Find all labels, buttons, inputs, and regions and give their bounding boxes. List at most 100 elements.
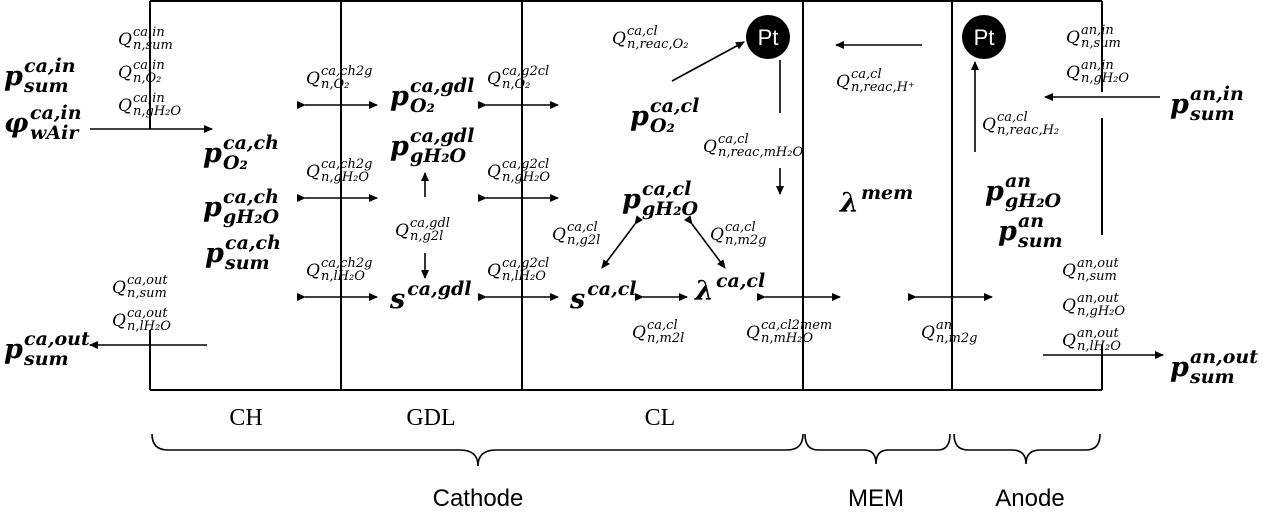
cl-m2g-arrow xyxy=(684,215,726,269)
q-gh2o-an-in-sub: n,gH₂O xyxy=(1081,71,1129,86)
p-o2-ca-ch-base: p xyxy=(203,138,222,169)
p-o2-ca-cl-base: p xyxy=(630,101,649,132)
q-m2g-an-sub: n,m2g xyxy=(936,331,977,346)
q-m2l-cl-sup: ca,cl xyxy=(647,318,678,333)
group-label-anode: Anode xyxy=(995,485,1064,512)
q-gh2o-g2cl-sub: n,gH₂O xyxy=(502,170,550,185)
q-reac-h2-base: Q xyxy=(982,115,996,135)
q-reac-h2-sup: ca,cl xyxy=(997,110,1028,125)
region-label-gdl: GDL xyxy=(406,405,455,431)
lambda-ca-cl-base: λ xyxy=(694,276,714,307)
q-lh2o-an-out-sub: n,lH₂O xyxy=(1077,339,1121,354)
cathode-brace xyxy=(151,433,804,467)
q-sum-an-out-sup: an,out xyxy=(1077,256,1119,271)
p-sum-ca-out-base: p xyxy=(4,334,23,365)
q-o2-g2cl-sup: ca,g2cl xyxy=(502,64,549,79)
q-g2l-gdl-sup: ca,gdl xyxy=(410,216,450,231)
q-reac-o2-sup: ca,cl xyxy=(627,24,658,39)
p-gh2o-ca-gdl-sup: ca,gdl xyxy=(410,125,474,147)
q-reac-o2-base: Q xyxy=(612,29,626,49)
q-lh2o-an-out-sup: an,out xyxy=(1077,326,1119,341)
p-gh2o-ca-ch-sup: ca,ch xyxy=(223,186,279,208)
q-lh2o-ch2g-sub: n,lH₂O xyxy=(321,269,365,284)
q-m2g-an-base: Q xyxy=(921,323,935,343)
anode-pt-label: Pt xyxy=(974,25,995,50)
group-label-mem: MEM xyxy=(848,485,904,512)
cathode-pt-circle xyxy=(746,15,790,59)
q-gh2o-ca-in-sup: ca,in xyxy=(133,91,165,106)
anode-brace xyxy=(953,433,1101,465)
phi-wair-ca-in-sub: wAir xyxy=(30,122,80,144)
q-gh2o-an-out-sup: an,out xyxy=(1077,291,1119,306)
q-m2g-cl-sub: n,m2g xyxy=(725,233,766,248)
q-lh2o-g2cl-sup: ca,g2cl xyxy=(502,256,549,271)
q-sum-an-in-sup: an,in xyxy=(1081,23,1114,38)
q-gh2o-an-in-sup: an,in xyxy=(1081,58,1114,73)
q-reac-mh2o-base: Q xyxy=(703,137,717,157)
q-cl2mem-sub: n,mH₂O xyxy=(761,331,813,346)
q-gh2o-ca-in-base: Q xyxy=(118,96,132,116)
q-reac-h2-sub: n,reac,H₂ xyxy=(997,123,1059,138)
p-gh2o-ca-gdl-base: p xyxy=(390,131,409,162)
q-gh2o-g2cl-sup: ca,g2cl xyxy=(502,157,549,172)
q-gh2o-g2cl-base: Q xyxy=(487,162,501,182)
p-gh2o-an-sub: gH₂O xyxy=(1005,190,1062,212)
lambda-mem-sup: mem xyxy=(861,182,913,204)
p-gh2o-ca-cl-sup: ca,cl xyxy=(642,178,691,200)
lambda-mem-base: λ xyxy=(839,188,859,219)
q-lh2o-ca-out-sub: n,lH₂O xyxy=(127,319,171,334)
q-g2l-cl-base: Q xyxy=(552,225,566,245)
q-lh2o-ch2g-base: Q xyxy=(306,261,320,281)
q-reac-hplus-sub: n,reac,H⁺ xyxy=(851,80,915,95)
cathode-pt-label: Pt xyxy=(758,25,779,50)
q-cl2mem-base: Q xyxy=(746,323,760,343)
q-lh2o-ch2g-sup: ca,ch2g xyxy=(321,256,372,271)
phi-wair-ca-in-sup: ca,in xyxy=(30,102,82,124)
p-sum-an-in-sub: sum xyxy=(1189,103,1235,125)
p-o2-ca-ch-sup: ca,ch xyxy=(223,132,279,154)
phi-wair-ca-in-base: φ xyxy=(4,108,29,139)
q-lh2o-ca-out-base: Q xyxy=(112,311,126,331)
p-sum-ca-ch-sup: ca,ch xyxy=(225,232,281,254)
q-lh2o-g2cl-base: Q xyxy=(487,261,501,281)
q-o2-ca-in-sub: n,O₂ xyxy=(133,71,161,86)
region-label-ch: CH xyxy=(229,405,262,431)
region-label-cl: CL xyxy=(645,405,676,431)
q-sum-an-in-base: Q xyxy=(1066,28,1080,48)
q-o2-ca-in-sup: ca,in xyxy=(133,58,165,73)
p-gh2o-ca-cl-sub: gH₂O xyxy=(642,198,699,220)
q-lh2o-an-out-base: Q xyxy=(1062,331,1076,351)
q-sum-an-out-sub: n,sum xyxy=(1077,269,1117,284)
p-sum-an-in-sup: an,in xyxy=(1190,83,1244,105)
q-gh2o-ch2g-base: Q xyxy=(306,162,320,182)
q-sum-an-out-base: Q xyxy=(1062,261,1076,281)
p-sum-an-base: p xyxy=(998,216,1017,247)
s-ca-gdl-sup: ca,gdl xyxy=(407,278,471,300)
q-o2-ch2g-sup: ca,ch2g xyxy=(321,64,372,79)
lambda-mem: λ mem xyxy=(839,182,913,219)
q-reac-hplus-sup: ca,cl xyxy=(851,67,882,82)
q-gh2o-ch2g-sup: ca,ch2g xyxy=(321,157,372,172)
p-sum-ca-in-base: p xyxy=(4,61,23,92)
q-o2-ch2g-sub: n,O₂ xyxy=(321,77,349,92)
p-sum-ca-out-sub: sum xyxy=(23,348,69,370)
